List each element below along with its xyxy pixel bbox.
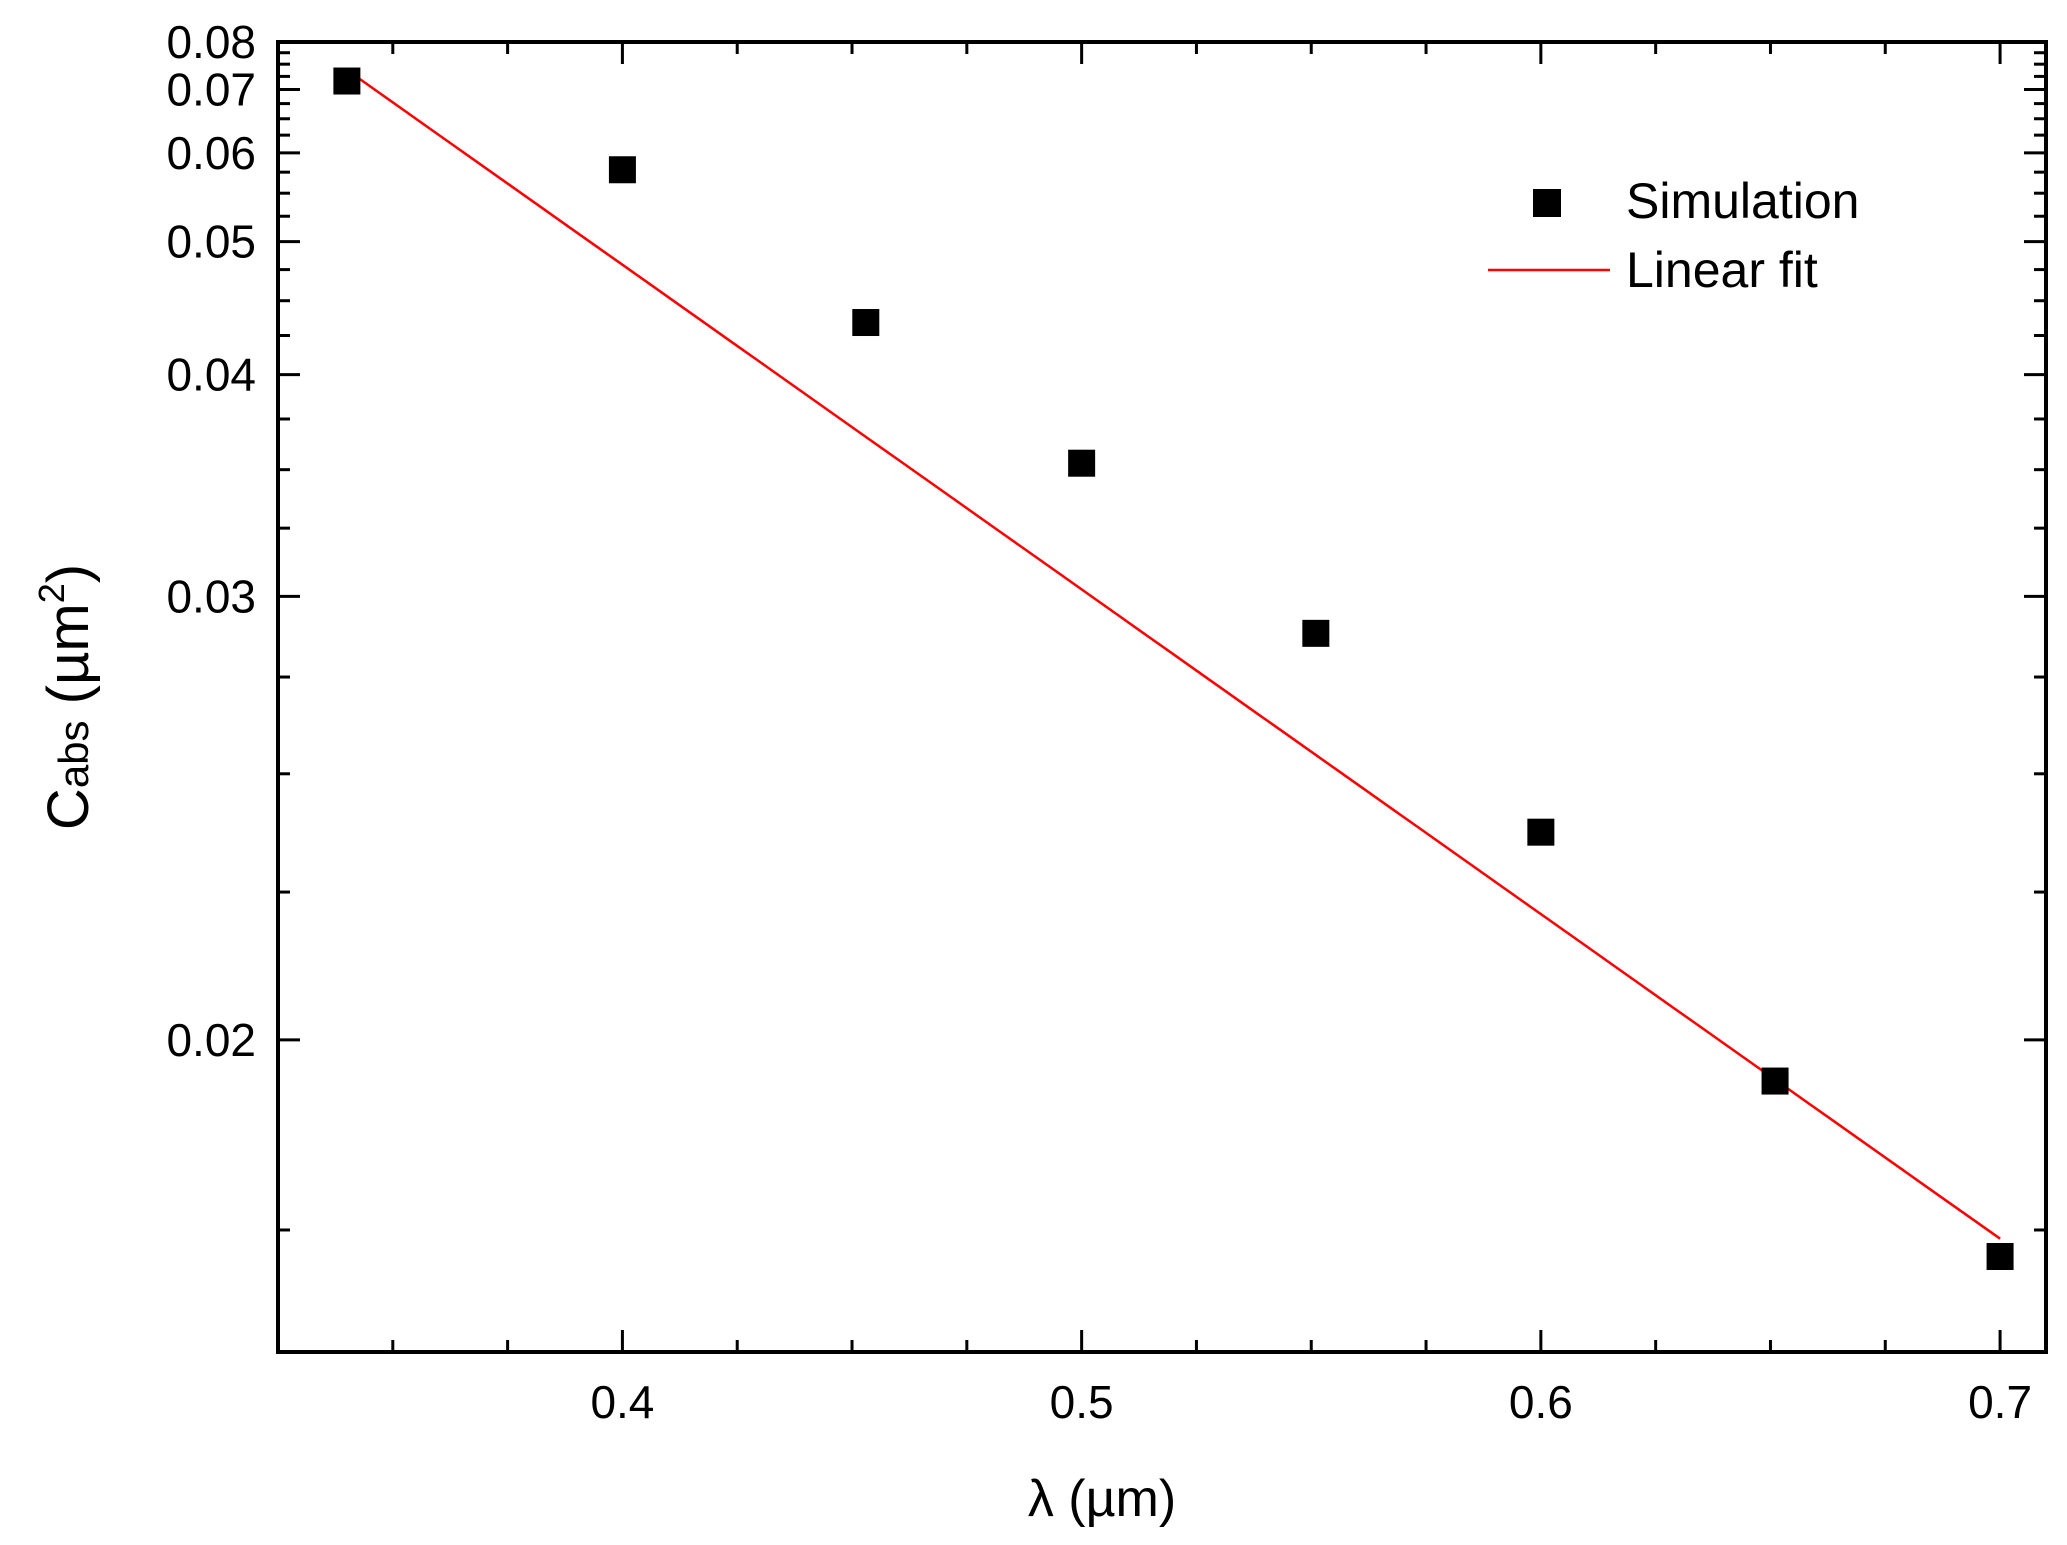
x-tick-label: 0.4 — [590, 1376, 654, 1428]
legend-label-linear-fit: Linear fit — [1626, 242, 1818, 298]
x-axis-label: λ (µm) — [1028, 1470, 1176, 1528]
axis-tick-labels: 0.4 0.5 0.6 0.7 0.02 0.03 0.04 0.05 0.06 0.070.08 — [166, 16, 2032, 1428]
linear-fit-line — [346, 68, 2001, 1240]
y-tick-label: 0.07 — [166, 64, 256, 116]
y-axis-label-unit: (µm — [36, 603, 101, 720]
fit-line-layer — [346, 68, 2001, 1240]
y-tick-label: 0.06 — [166, 127, 256, 179]
simulation-point — [608, 156, 636, 184]
simulation-point — [852, 309, 880, 337]
y-tick-label: 0.08 — [166, 16, 256, 68]
plot-frame — [276, 40, 2048, 1354]
simulation-point — [1302, 619, 1330, 647]
x-tick-label: 0.7 — [1968, 1376, 2032, 1428]
legend-label-simulation: Simulation — [1626, 173, 1859, 229]
simulation-point — [1986, 1242, 2014, 1270]
y-tick-label: 0.03 — [166, 570, 256, 622]
y-axis-label-sub: abs — [50, 720, 97, 788]
data-points — [333, 67, 2014, 1270]
x-tick-label: 0.6 — [1509, 1376, 1573, 1428]
y-axis-label-close: ) — [36, 564, 101, 583]
simulation-point — [1068, 449, 1096, 477]
x-tick-label: 0.5 — [1050, 1376, 1114, 1428]
y-tick-label: 0.05 — [166, 216, 256, 268]
y-axis-label: Cabs (µm2) — [31, 564, 101, 830]
y-axis-label-main: C — [36, 788, 101, 830]
y-tick-label: 0.02 — [166, 1014, 256, 1066]
y-tick-label: 0.04 — [166, 349, 256, 401]
legend-marker-simulation — [1533, 189, 1561, 217]
axis-ticks — [278, 40, 2046, 1352]
simulation-point — [1761, 1067, 1789, 1095]
simulation-point — [1527, 818, 1555, 846]
simulation-point — [333, 67, 361, 95]
y-axis-label-sup: 2 — [31, 583, 72, 603]
legend: Simulation Linear fit — [1488, 173, 1859, 298]
